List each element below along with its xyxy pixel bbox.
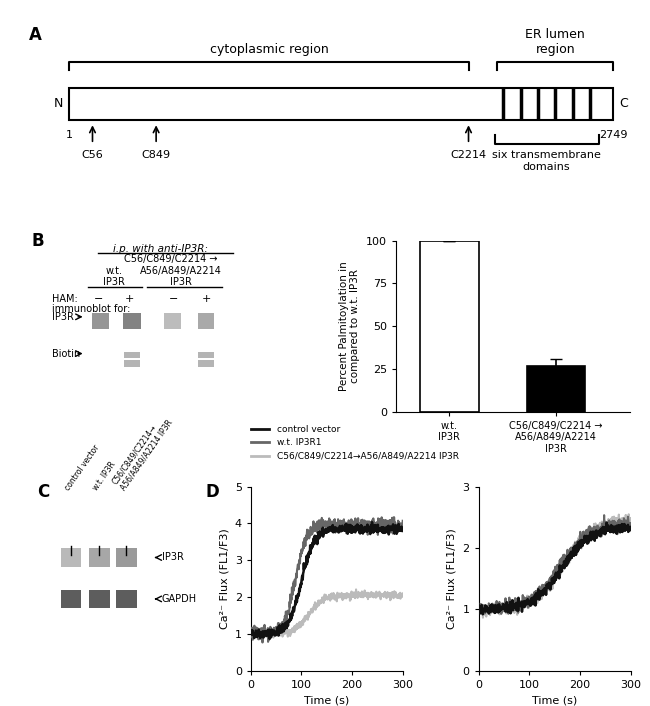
Text: C: C xyxy=(37,483,49,501)
Text: C: C xyxy=(619,97,628,110)
Y-axis label: Ca²⁻ Flux (FL1/F3): Ca²⁻ Flux (FL1/F3) xyxy=(447,528,457,629)
Text: control vector: control vector xyxy=(63,443,101,492)
Text: N: N xyxy=(54,97,64,110)
Text: cytoplasmic region: cytoplasmic region xyxy=(209,43,328,56)
FancyBboxPatch shape xyxy=(92,313,109,329)
Bar xyxy=(420,241,478,412)
Text: w.t. IP3R: w.t. IP3R xyxy=(92,460,118,492)
Text: IP3R: IP3R xyxy=(103,277,125,287)
Text: HAM:: HAM: xyxy=(52,294,78,304)
Text: A56/A849/A2214: A56/A849/A2214 xyxy=(140,266,222,276)
FancyBboxPatch shape xyxy=(198,360,214,366)
Y-axis label: Ca²⁻ Flux (FL1/F3): Ca²⁻ Flux (FL1/F3) xyxy=(219,528,229,629)
FancyBboxPatch shape xyxy=(198,313,214,329)
FancyBboxPatch shape xyxy=(164,313,181,329)
Text: IP3R: IP3R xyxy=(170,277,192,287)
Text: IP3R: IP3R xyxy=(52,312,74,322)
Text: IP3R: IP3R xyxy=(162,553,184,563)
Text: D: D xyxy=(205,483,219,501)
Text: ER lumen
region: ER lumen region xyxy=(525,28,585,56)
Text: −: − xyxy=(168,294,178,304)
FancyBboxPatch shape xyxy=(61,590,81,608)
FancyBboxPatch shape xyxy=(70,88,613,119)
FancyBboxPatch shape xyxy=(124,352,140,358)
Text: +: + xyxy=(202,294,211,304)
Text: A: A xyxy=(29,25,42,44)
Bar xyxy=(526,366,585,412)
Text: B: B xyxy=(31,232,44,250)
X-axis label: Time (s): Time (s) xyxy=(304,695,350,705)
Text: 2749: 2749 xyxy=(599,130,627,140)
FancyBboxPatch shape xyxy=(116,590,137,608)
FancyBboxPatch shape xyxy=(198,352,214,358)
Text: immunoblot for:: immunoblot for: xyxy=(52,304,131,314)
Text: w.t.: w.t. xyxy=(105,266,122,276)
Text: Biotin: Biotin xyxy=(52,349,80,359)
Legend: control vector, w.t. IP3R1, C56/C849/C2214→A56/A849/A2214 IP3R: control vector, w.t. IP3R1, C56/C849/C22… xyxy=(248,421,462,465)
Text: C56/C849/C2214 →: C56/C849/C2214 → xyxy=(124,254,217,265)
FancyBboxPatch shape xyxy=(116,548,137,567)
FancyBboxPatch shape xyxy=(123,313,141,329)
Text: C2214: C2214 xyxy=(450,150,487,160)
FancyBboxPatch shape xyxy=(89,548,110,567)
FancyBboxPatch shape xyxy=(61,548,81,567)
Text: GAPDH: GAPDH xyxy=(162,594,197,604)
Text: 1: 1 xyxy=(66,130,73,140)
Y-axis label: Percent Palmitoylation in
compared to w.t. IP3R: Percent Palmitoylation in compared to w.… xyxy=(339,261,361,391)
Text: C56/C849/C2214→
A56/A849/A2214 IP3R: C56/C849/C2214→ A56/A849/A2214 IP3R xyxy=(110,412,174,492)
FancyBboxPatch shape xyxy=(124,360,140,366)
Text: i.p. with anti-IP3R:: i.p. with anti-IP3R: xyxy=(113,244,208,254)
Text: −: − xyxy=(94,294,103,304)
Text: C849: C849 xyxy=(142,150,171,160)
Text: +: + xyxy=(125,294,134,304)
Text: C56: C56 xyxy=(82,150,103,160)
Text: six transmembrane
domains: six transmembrane domains xyxy=(492,150,601,172)
X-axis label: Time (s): Time (s) xyxy=(532,695,577,705)
FancyBboxPatch shape xyxy=(89,590,110,608)
